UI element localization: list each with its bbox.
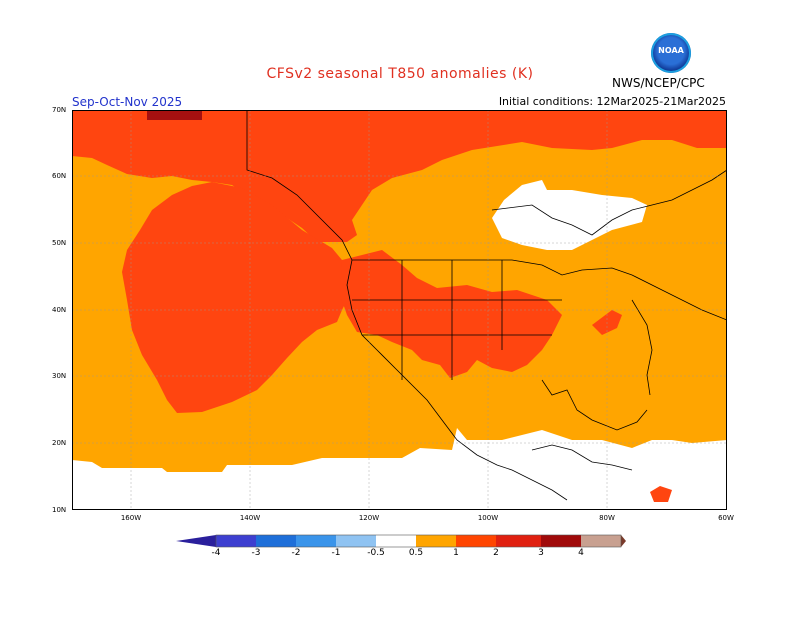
colorbar: [176, 534, 626, 548]
season-label: Sep-Oct-Nov 2025: [72, 95, 183, 109]
lat-label-50n: 50N: [52, 239, 67, 247]
colorbar-label: 0.5: [408, 548, 424, 558]
colorbar-label: -1: [331, 548, 341, 558]
colorbar-segment: [456, 535, 496, 547]
anomaly-region-one-to-two-caribbean: [650, 486, 672, 502]
lon-label-120w: 120W: [358, 514, 380, 522]
colorbar-segment: [581, 535, 621, 547]
initial-conditions-label: Initial conditions: 12Mar2025-21Mar2025: [498, 95, 726, 108]
colorbar-label: -0.5: [367, 548, 385, 558]
colorbar-segment: [336, 535, 376, 547]
map-svg: [72, 110, 727, 510]
map-borders: [246, 110, 727, 501]
colorbar-segment: [496, 535, 541, 547]
colorbar-segment: [216, 535, 256, 547]
colorbar-segment: [541, 535, 581, 547]
colorbar-segment-highest: [621, 535, 626, 547]
logo-text: NOAA: [658, 46, 684, 55]
lat-label-30n: 30N: [52, 372, 67, 380]
anomaly-region-two-to-three: [147, 110, 202, 120]
map-frame: [72, 110, 727, 510]
anomaly-region-below-half-south: [72, 428, 727, 510]
colorbar-segment: [256, 535, 296, 547]
map-title: CFSv2 seasonal T850 anomalies (K): [266, 66, 534, 82]
lon-label-100w: 100W: [477, 514, 499, 522]
anomaly-region-one-to-two-pacific: [122, 182, 362, 413]
anomaly-map: [72, 110, 727, 510]
colorbar-segment: [376, 535, 416, 547]
lon-label-160w: 160W: [120, 514, 142, 522]
lon-label-60w: 60W: [718, 514, 734, 522]
lat-label-40n: 40N: [52, 306, 67, 314]
colorbar-label: 3: [538, 548, 544, 558]
noaa-logo-icon: NOAA: [651, 33, 691, 73]
colorbar-label: 1: [453, 548, 459, 558]
lat-label-70n: 70N: [52, 106, 67, 114]
colorbar-segment: [296, 535, 336, 547]
lat-label-60n: 60N: [52, 172, 67, 180]
lat-label-20n: 20N: [52, 439, 67, 447]
colorbar-label: 4: [578, 548, 584, 558]
anomaly-region-one-to-two-north: [72, 110, 727, 242]
lon-label-140w: 140W: [239, 514, 261, 522]
colorbar-segment: [416, 535, 456, 547]
colorbar-label: -3: [251, 548, 261, 558]
anomaly-region-below-half-hudson: [492, 180, 647, 250]
colorbar-label: -4: [211, 548, 221, 558]
colorbar-segment-lowest: [176, 535, 216, 547]
lon-label-80w: 80W: [599, 514, 615, 522]
lat-label-10n: 10N: [52, 506, 67, 514]
colorbar-label: 2: [493, 548, 499, 558]
colorbar-label: -2: [291, 548, 301, 558]
map-graticule: [72, 110, 727, 510]
anomaly-region-one-to-two-interior: [340, 250, 562, 378]
agency-label: NWS/NCEP/CPC: [612, 76, 705, 90]
